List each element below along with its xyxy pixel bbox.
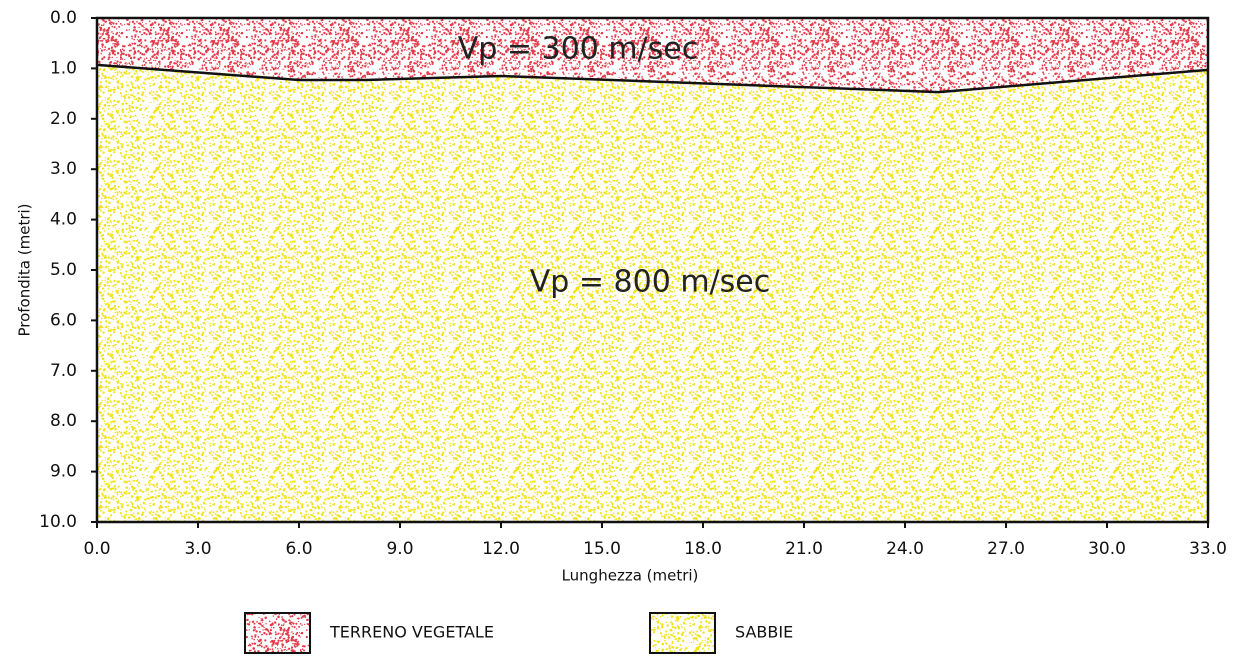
y-tick-label: 4.0 [50,210,77,230]
x-tick-label: 3.0 [184,539,211,559]
chart: Lunghezza (metri) Profondita (metri) 0.0… [0,0,1244,659]
x-axis-label: Lunghezza (metri) [562,567,699,585]
y-tick-label: 6.0 [50,310,77,330]
x-tick-label: 12.0 [482,539,520,559]
y-tick-label: 7.0 [50,361,77,381]
y-tick-label: 5.0 [50,260,77,280]
y-tick-label: 1.0 [50,58,77,78]
y-tick-label: 9.0 [50,462,77,482]
y-axis-label: Profondita (metri) [16,203,34,336]
y-tick-label: 8.0 [50,411,77,431]
y-tick-label: 0.0 [50,8,77,28]
y-tick-label: 3.0 [50,159,77,179]
x-tick-label: 30.0 [1088,539,1126,559]
layer-annotation: Vp = 800 m/sec [530,265,770,300]
y-tick-label: 10.0 [39,512,77,532]
legend-swatch [650,613,715,653]
x-tick-label: 21.0 [785,539,823,559]
legend-label: SABBIE [735,623,793,642]
y-tick-label: 2.0 [50,109,77,129]
x-tick-label: 27.0 [987,539,1025,559]
x-tick-label: 6.0 [285,539,312,559]
x-tick-label: 0.0 [83,539,110,559]
x-tick-label: 33.0 [1189,539,1227,559]
x-tick-label: 9.0 [386,539,413,559]
legend-swatch [245,613,310,653]
layer-annotation: Vp = 300 m/sec [458,32,698,67]
legend-label: TERRENO VEGETALE [329,623,494,642]
x-tick-label: 18.0 [684,539,722,559]
x-tick-label: 24.0 [886,539,924,559]
x-tick-label: 15.0 [583,539,621,559]
